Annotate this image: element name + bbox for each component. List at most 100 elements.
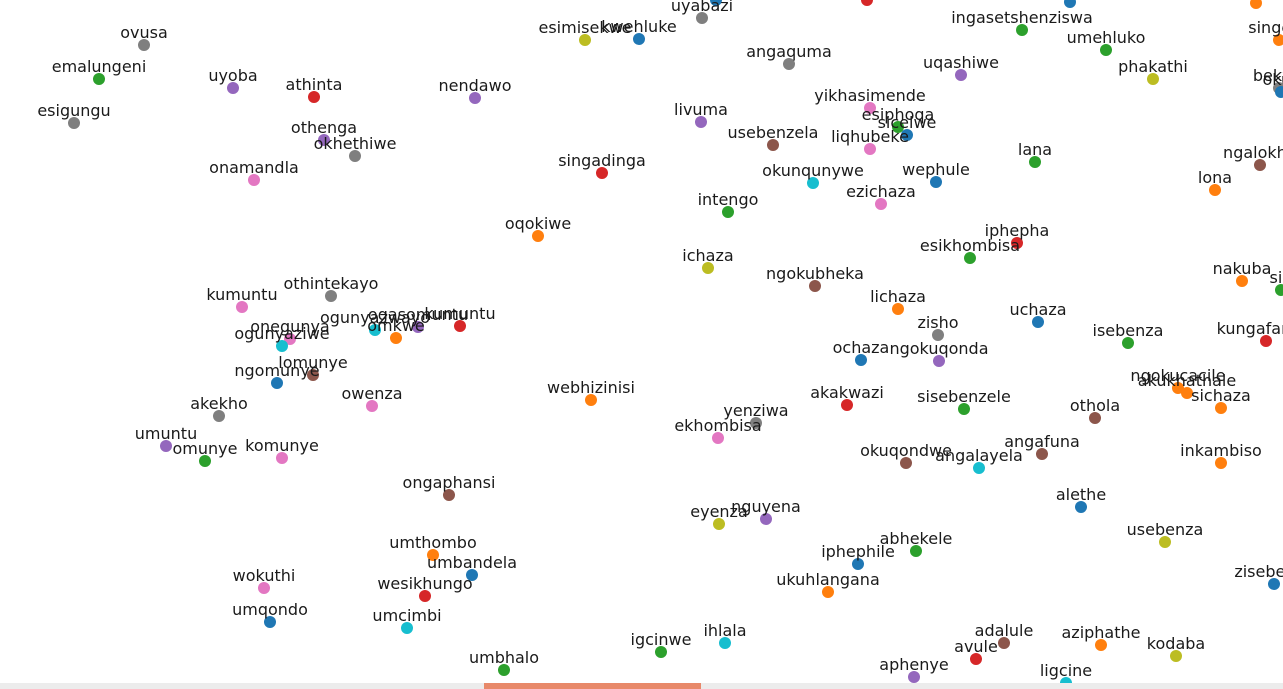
point-9 [579, 34, 591, 46]
point-4 [308, 91, 320, 103]
point-92 [719, 637, 731, 649]
point-39 [1236, 275, 1248, 287]
point-71 [276, 452, 288, 464]
point-label-83: iphephile [821, 542, 895, 561]
point-26 [1029, 156, 1041, 168]
point-42 [236, 301, 248, 313]
point-101 [1064, 0, 1076, 8]
point-52 [1122, 337, 1134, 349]
point-label-78: nguyena [731, 497, 801, 516]
point-78 [760, 513, 772, 525]
point-label-46: ogunyaziwe [234, 324, 329, 343]
point-label-79: eyenza [690, 502, 748, 521]
point-label-52: isebenza [1093, 321, 1164, 340]
point-50 [454, 320, 466, 332]
point-49 [412, 321, 424, 333]
point-label-13: ingasetshenziswa [951, 8, 1093, 27]
point-5 [318, 134, 330, 146]
point-label-63: sisebenzele [917, 387, 1011, 406]
point-label-37: ichaza [682, 246, 733, 265]
point-57 [271, 377, 283, 389]
point-89 [264, 616, 276, 628]
point-21 [767, 139, 779, 151]
point-55 [933, 355, 945, 367]
point-label-50: kumuntu [424, 304, 495, 323]
point-label-87: ukuhlangana [776, 570, 880, 589]
point-label-5: othenga [291, 118, 357, 137]
point-label-54: ochaza [833, 338, 890, 357]
point-17 [1147, 73, 1159, 85]
point-label-61: webhizinisi [547, 378, 635, 397]
point-label-90: umcimbi [372, 606, 441, 625]
point-label-15: uqashiwe [923, 53, 999, 72]
point-79 [713, 518, 725, 530]
point-64 [1089, 412, 1101, 424]
point-label-23: esiphoqa [862, 105, 935, 124]
point-44 [1032, 316, 1044, 328]
point-label-96: avule [954, 637, 998, 656]
point-90 [401, 622, 413, 634]
point-label-93: aziphathe [1061, 623, 1140, 642]
point-58 [1172, 382, 1184, 394]
point-23 [892, 121, 904, 133]
point-label-56: lomunye [278, 353, 347, 372]
point-76 [443, 489, 455, 501]
point-label-62: akakwazi [810, 383, 884, 402]
point-43 [892, 303, 904, 315]
point-0 [138, 39, 150, 51]
point-13 [1016, 24, 1028, 36]
point-14 [1100, 44, 1112, 56]
scrollbar-thumb[interactable] [484, 683, 701, 689]
point-label-10: kwehluke [601, 17, 676, 36]
point-label-58: ngokucacile [1130, 366, 1225, 385]
point-73 [900, 457, 912, 469]
point-label-94: igcinwe [631, 630, 692, 649]
point-label-2: esigungu [37, 101, 110, 120]
point-81 [910, 545, 922, 557]
point-label-26: lana [1018, 140, 1052, 159]
point-label-75: inkambiso [1180, 441, 1262, 460]
point-94 [655, 646, 667, 658]
point-label-88: wesikhungo [377, 574, 472, 593]
point-70 [199, 455, 211, 467]
point-label-33: intengo [698, 190, 759, 209]
point-label-69: umuntu [135, 424, 197, 443]
point-86 [258, 582, 270, 594]
point-83 [852, 558, 864, 570]
point-label-66: akekho [190, 394, 248, 413]
point-35 [1011, 237, 1023, 249]
point-27 [1254, 159, 1266, 171]
point-label-7: onamandla [209, 158, 299, 177]
point-label-64: othola [1070, 396, 1120, 415]
point-label-71: komunye [245, 436, 319, 455]
point-53 [1260, 335, 1272, 347]
point-label-60: sichaza [1191, 386, 1251, 405]
point-label-14: umehluko [1067, 28, 1146, 47]
point-label-38: ngokubheka [766, 264, 864, 283]
point-68 [712, 432, 724, 444]
point-label-6: okhethiwe [314, 134, 397, 153]
points-layer [68, 0, 1283, 683]
point-label-51: zisho [917, 313, 958, 332]
point-59 [1181, 387, 1193, 399]
point-16 [1273, 34, 1283, 46]
point-37 [702, 262, 714, 274]
point-label-31: wephule [902, 160, 970, 179]
point-98 [908, 671, 920, 683]
point-label-22: yikhasimende [814, 86, 925, 105]
point-label-81: abhekele [880, 529, 953, 548]
point-22 [864, 102, 876, 114]
point-28 [1209, 184, 1221, 196]
point-label-92: ihlala [703, 621, 746, 640]
point-48 [390, 332, 402, 344]
point-99 [1060, 677, 1072, 683]
point-8 [469, 92, 481, 104]
point-label-24: sicelwe [878, 113, 937, 132]
point-label-77: alethe [1056, 485, 1106, 504]
point-label-84: umbandela [427, 553, 517, 572]
point-51 [932, 329, 944, 341]
point-label-39: nakuba [1213, 259, 1272, 278]
point-label-49: ogasomuntu [368, 305, 468, 324]
point-label-36: esikhombisa [920, 236, 1020, 255]
point-label-97: umbhalo [469, 648, 539, 667]
